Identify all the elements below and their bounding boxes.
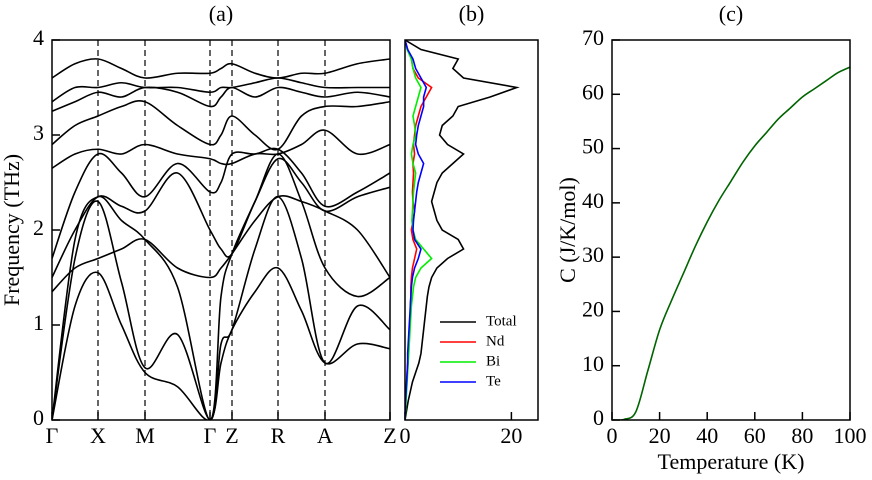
y-tick-label: 2 <box>33 215 44 240</box>
legend-label: Te <box>486 373 501 389</box>
y-tick-label: 70 <box>582 25 604 50</box>
y-tick-label: 0 <box>593 405 604 430</box>
curve <box>52 147 390 259</box>
x-tick-label: Γ <box>204 423 217 448</box>
dos-line <box>405 40 428 420</box>
y-tick-label: 10 <box>582 351 604 376</box>
x-tick-label: 0 <box>607 423 618 448</box>
y-tick-label: 50 <box>582 134 604 159</box>
x-tick-label: R <box>271 423 286 448</box>
legend-label: Total <box>486 313 517 329</box>
curve <box>52 100 390 151</box>
dos-line <box>405 40 520 420</box>
axes-frame <box>51 39 391 421</box>
y-tick-label: 4 <box>33 25 44 50</box>
x-tick-label: 20 <box>500 423 522 448</box>
curve <box>52 157 390 278</box>
y-tick-label: 40 <box>582 188 604 213</box>
x-tick-label: Γ <box>46 423 59 448</box>
y-axis-label: Frequency (THz) <box>0 154 24 306</box>
curve <box>52 58 390 79</box>
x-axis-label: Temperature (K) <box>658 449 805 474</box>
panel-title: (c) <box>719 1 743 26</box>
y-tick-label: 20 <box>582 296 604 321</box>
legend-label: Bi <box>486 353 500 369</box>
x-tick-label: 100 <box>834 423 867 448</box>
y-tick-label: 30 <box>582 242 604 267</box>
legend-label: Nd <box>486 333 505 349</box>
y-tick-label: 0 <box>33 405 44 430</box>
curve <box>52 266 390 420</box>
curve <box>52 77 390 103</box>
curve <box>52 129 390 169</box>
y-axis-label: C (J/K/mol) <box>555 177 580 283</box>
curve <box>52 195 390 420</box>
panel-title: (a) <box>209 1 233 26</box>
x-tick-label: 60 <box>744 423 766 448</box>
x-tick-label: 40 <box>696 423 718 448</box>
x-tick-label: X <box>90 423 106 448</box>
panel-title: (b) <box>459 1 485 26</box>
axes-frame <box>404 39 539 421</box>
curve <box>52 195 390 293</box>
x-tick-label: M <box>135 423 155 448</box>
axes-frame <box>611 39 851 421</box>
plot-area <box>405 40 520 420</box>
y-tick-label: 1 <box>33 310 44 335</box>
x-tick-label: Z <box>383 423 396 448</box>
y-tick-label: 3 <box>33 120 44 145</box>
x-tick-label: 20 <box>649 423 671 448</box>
curve <box>52 153 390 420</box>
curve <box>612 66 850 420</box>
x-tick-label: 80 <box>791 423 813 448</box>
y-tick-label: 60 <box>582 79 604 104</box>
x-tick-label: A <box>317 423 333 448</box>
x-tick-label: 0 <box>400 423 411 448</box>
x-tick-label: Z <box>225 423 238 448</box>
curve <box>52 86 390 112</box>
plot-area <box>612 66 850 420</box>
plot-area <box>52 58 390 420</box>
